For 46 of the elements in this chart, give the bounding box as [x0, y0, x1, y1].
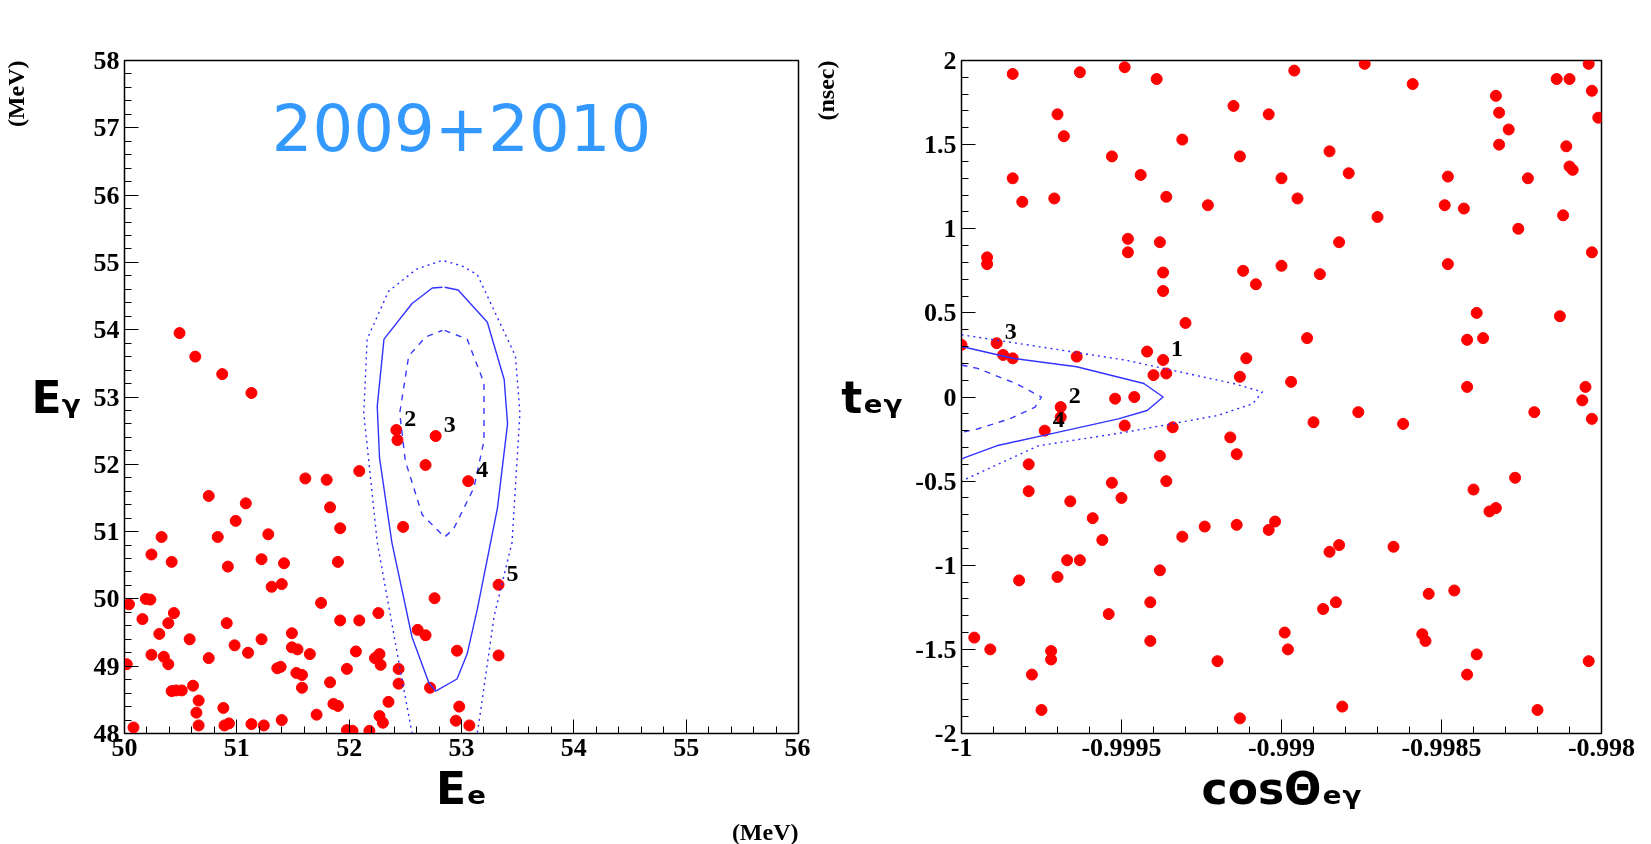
y-tick-label: 52	[93, 449, 120, 479]
y-tick-label: 50	[93, 584, 120, 614]
x-tick-label: 56	[784, 732, 811, 762]
x-tick-label: -0.9985	[1401, 732, 1482, 762]
x-axis-title: Eₑ	[435, 762, 488, 814]
y-tick-label: 2	[943, 46, 957, 75]
annotation: 2	[1068, 382, 1081, 409]
y-tick-label: 54	[93, 315, 120, 345]
y-tick-label: 53	[93, 382, 120, 412]
y-tick-label: -1	[934, 550, 957, 580]
annotation: 3	[443, 411, 456, 438]
x-tick-label: 55	[673, 732, 700, 762]
text: (MeV)	[2, 60, 29, 128]
y-tick-label: -1.5	[915, 634, 957, 664]
y-tick-label: 58	[93, 46, 120, 75]
annotation: 5	[506, 559, 519, 586]
text: 2009+2010	[271, 92, 652, 167]
x-tick-label: -0.999	[1247, 732, 1316, 762]
y-tick-label: 51	[93, 517, 120, 547]
line-series	[363, 259, 521, 734]
y-tick-label: 49	[93, 651, 120, 681]
text: (nsec)	[812, 60, 839, 121]
y-tick-label: 56	[93, 180, 120, 210]
y-tick-label: 0	[943, 382, 957, 412]
x-tick-label: 54	[560, 732, 587, 762]
x-tick-label: -0.998	[1567, 732, 1636, 762]
annotation: 4	[476, 456, 489, 483]
annotation: 1	[1171, 334, 1184, 361]
x-axis-title: cosΘₑᵧ	[1201, 762, 1362, 814]
y-tick-label: 55	[93, 247, 120, 277]
x-tick-label: -0.9995	[1081, 732, 1162, 762]
x-tick-label: 52	[336, 732, 363, 762]
text: (MeV)	[731, 818, 799, 844]
y-tick-label: 1.5	[924, 130, 957, 160]
y-axis-title: tₑᵧ	[841, 371, 903, 423]
y-tick-label: 0.5	[924, 298, 957, 328]
annotation: 2	[404, 404, 417, 431]
x-tick-label: 53	[448, 732, 475, 762]
y-axis-title: Eᵧ	[31, 371, 81, 423]
annotation: 3	[1004, 318, 1017, 345]
line-series	[376, 286, 509, 692]
line-series	[961, 364, 1043, 434]
y-tick-label: 57	[93, 113, 120, 143]
y-tick-label: -0.5	[915, 466, 957, 496]
x-tick-label: 51	[223, 732, 250, 762]
y-tick-label: 1	[943, 214, 957, 244]
